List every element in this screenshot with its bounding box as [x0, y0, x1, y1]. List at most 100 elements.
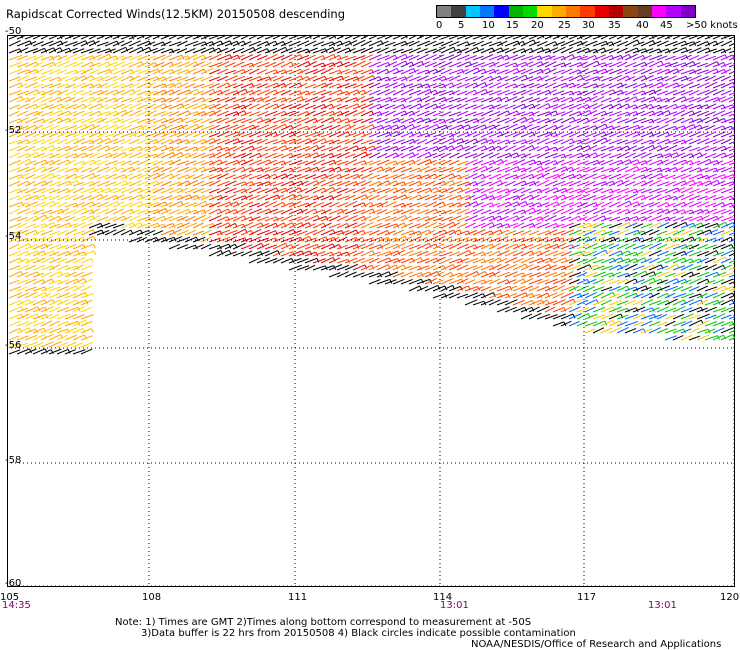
wind-barb	[240, 90, 253, 96]
wind-barb	[40, 69, 54, 75]
wind-barb	[304, 32, 318, 40]
wind-barb	[632, 32, 646, 40]
wind-barb	[536, 40, 548, 47]
wind-barb-flag	[291, 244, 294, 249]
wind-barb	[448, 48, 460, 54]
wind-barb	[472, 104, 484, 110]
wind-barb	[440, 202, 453, 208]
wind-barb	[616, 61, 628, 68]
wind-barb	[176, 229, 189, 236]
wind-barb	[648, 48, 660, 54]
wind-barb	[512, 145, 526, 152]
wind-barb	[296, 222, 310, 229]
wind-barb	[144, 160, 158, 166]
wind-barb	[16, 216, 28, 222]
wind-barb	[224, 152, 236, 159]
wind-barb	[680, 200, 694, 208]
wind-barb	[72, 174, 84, 180]
wind-barb	[440, 34, 452, 40]
wind-barb	[40, 111, 54, 117]
wind-barb	[576, 285, 590, 292]
wind-barb	[56, 341, 69, 348]
wind-barb	[80, 152, 94, 159]
wind-barb-flag	[675, 167, 679, 172]
wind-barb	[664, 181, 676, 187]
wind-barb	[448, 131, 461, 138]
wind-barb	[704, 264, 717, 271]
wind-barb	[280, 222, 293, 229]
wind-barb	[560, 173, 574, 180]
wind-barb	[112, 46, 126, 54]
wind-barb	[192, 200, 206, 208]
wind-barb	[344, 257, 358, 264]
wind-barb	[656, 68, 669, 75]
wind-barb-flag	[37, 306, 41, 312]
wind-barb	[520, 153, 532, 159]
wind-barb	[368, 124, 382, 131]
legend-label: 15	[506, 20, 519, 31]
wind-barb-flag	[444, 285, 448, 291]
wind-barb	[288, 47, 302, 54]
wind-barb	[360, 40, 372, 47]
wind-barb	[24, 334, 38, 341]
wind-barb	[712, 292, 725, 299]
wind-barb	[240, 201, 254, 208]
wind-barb-flag	[61, 104, 65, 109]
wind-barb	[544, 110, 557, 117]
wind-barb	[16, 172, 30, 180]
wind-barb	[632, 299, 644, 306]
wind-barb	[48, 174, 60, 180]
wind-barb	[336, 167, 348, 173]
wind-barb	[8, 167, 21, 173]
wind-barb	[136, 118, 149, 124]
wind-barb	[80, 201, 93, 208]
wind-barb	[488, 257, 500, 264]
wind-barb	[344, 89, 358, 96]
wind-barb	[632, 293, 644, 299]
wind-barb	[512, 201, 526, 208]
wind-barb	[720, 278, 734, 285]
wind-barb	[416, 110, 430, 117]
wind-barb	[432, 271, 445, 278]
wind-barb	[640, 173, 653, 180]
wind-barb-flag	[571, 237, 575, 242]
wind-barb	[152, 103, 165, 110]
wind-barb	[520, 55, 534, 61]
wind-barb	[680, 69, 694, 75]
wind-barb-flag	[29, 40, 33, 46]
longitude-label: 117	[577, 592, 597, 603]
wind-barb	[40, 222, 55, 229]
wind-barb	[664, 285, 678, 292]
wind-barb-flag	[723, 125, 726, 131]
wind-barb	[80, 278, 93, 285]
wind-barb	[328, 139, 340, 145]
wind-barb	[416, 229, 430, 236]
wind-barb	[512, 243, 525, 250]
wind-barb	[488, 229, 501, 236]
legend-swatch	[508, 6, 523, 17]
wind-barb	[512, 167, 525, 173]
wind-barb	[64, 202, 77, 208]
wind-barb	[280, 146, 292, 152]
wind-barb	[312, 250, 326, 257]
wind-barb	[320, 208, 332, 215]
wind-barb-flag	[531, 174, 535, 179]
wind-barb	[664, 298, 678, 306]
wind-barb	[720, 229, 734, 236]
wind-barb	[80, 117, 94, 124]
wind-barb	[576, 40, 588, 47]
wind-barb	[664, 251, 677, 257]
wind-barb	[464, 286, 478, 292]
wind-barb	[688, 250, 702, 257]
wind-barb	[608, 222, 623, 229]
wind-barb	[200, 215, 212, 222]
wind-barb	[216, 54, 231, 61]
wind-barb	[632, 82, 645, 89]
wind-barb	[544, 68, 557, 75]
wind-barb	[264, 216, 277, 222]
wind-barb	[368, 230, 380, 236]
wind-barb-flag	[181, 103, 185, 109]
wind-barb	[184, 167, 196, 173]
wind-barb	[544, 306, 556, 313]
wind-barb	[632, 216, 645, 222]
